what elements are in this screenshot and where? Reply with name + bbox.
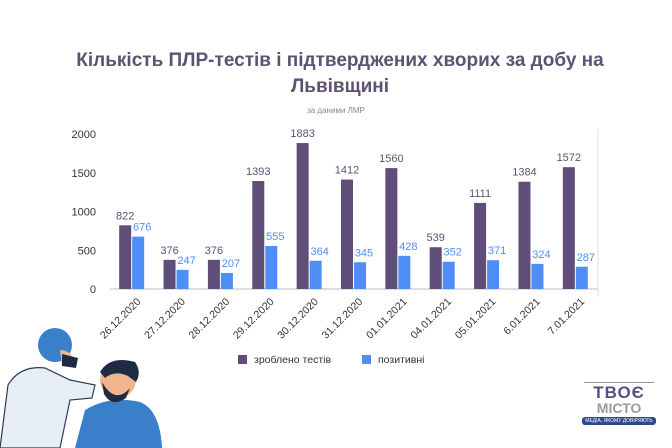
- bar-tests: [562, 167, 575, 289]
- bar-tests: [518, 181, 531, 289]
- bar-tests: [429, 247, 442, 289]
- bar-positive: [265, 245, 278, 289]
- y-tick-label: 1500: [72, 168, 96, 180]
- data-label: 1384: [512, 167, 536, 179]
- data-label: 324: [532, 249, 550, 261]
- legend-label-positive: позитивні: [378, 354, 424, 366]
- y-tick-label: 0: [90, 284, 96, 296]
- data-label: 1572: [557, 152, 581, 164]
- data-label: 539: [427, 232, 445, 244]
- chart-subtitle: за даними ЛМР: [307, 106, 365, 115]
- bar-tests: [474, 202, 487, 289]
- data-label: 376: [205, 245, 223, 257]
- bar-tests: [341, 179, 353, 289]
- data-label: 676: [133, 222, 151, 234]
- data-label: 364: [310, 246, 328, 258]
- bar-positive: [220, 272, 233, 289]
- data-label: 345: [355, 247, 373, 259]
- bar-tests: [207, 259, 220, 289]
- bar-tests: [163, 259, 176, 289]
- bar-positive: [531, 263, 544, 289]
- data-label: 428: [399, 241, 417, 253]
- data-label: 1560: [379, 153, 403, 165]
- bar-tests: [296, 143, 309, 289]
- bar-positive: [176, 269, 189, 289]
- x-tick-label: 05.01.2021: [453, 296, 499, 342]
- bar-positive: [575, 266, 588, 289]
- bar-positive: [487, 260, 500, 289]
- x-tick-label: 28.12.2020: [187, 296, 233, 342]
- x-tick-label: 6.01.2021: [501, 296, 543, 338]
- bar-positive: [309, 260, 322, 289]
- bar-tests: [119, 225, 132, 289]
- x-tick-label: 31.12.2020: [320, 296, 366, 342]
- bar-positive: [354, 262, 366, 289]
- x-tick-label: 29.12.2020: [231, 296, 277, 342]
- data-label: 352: [444, 247, 462, 259]
- bar-positive: [442, 261, 455, 289]
- y-tick-label: 500: [78, 245, 96, 257]
- bar-tests: [385, 168, 398, 289]
- data-label: 822: [116, 210, 134, 222]
- bar-positive: [398, 255, 411, 289]
- x-tick-label: 30.12.2020: [275, 296, 321, 342]
- data-label: 1111: [469, 188, 491, 200]
- data-label: 207: [222, 258, 240, 270]
- data-label: 1393: [246, 166, 270, 178]
- data-label: 371: [488, 245, 506, 257]
- data-label: 555: [266, 231, 284, 243]
- bar-tests: [252, 181, 265, 289]
- legend-swatch-tests: [238, 355, 247, 364]
- chart-title: Кількість ПЛР-тестів і підтверджених хво…: [76, 50, 604, 97]
- x-tick-label: 04.01.2021: [408, 296, 454, 342]
- legend-label-tests: зроблено тестів: [254, 354, 331, 366]
- x-tick-label: 01.01.2021: [364, 296, 410, 342]
- data-label: 1883: [290, 128, 314, 140]
- tvoie-misto-logo: ТВОЄ МІСТО МЕДІА, ЯКОМУ ДОВІРЯЮТЬ: [578, 382, 660, 425]
- y-tick-label: 1000: [72, 207, 96, 219]
- data-label: 247: [177, 255, 195, 267]
- x-tick-label: 7.01.2021: [546, 296, 588, 338]
- data-label: 376: [160, 245, 178, 257]
- doctor-patient-illustration: [0, 328, 162, 448]
- bar-positive: [132, 236, 145, 289]
- y-tick-label: 2000: [72, 129, 96, 141]
- data-label: 1412: [335, 165, 359, 177]
- data-label: 287: [577, 252, 595, 264]
- legend-swatch-positive: [362, 355, 371, 364]
